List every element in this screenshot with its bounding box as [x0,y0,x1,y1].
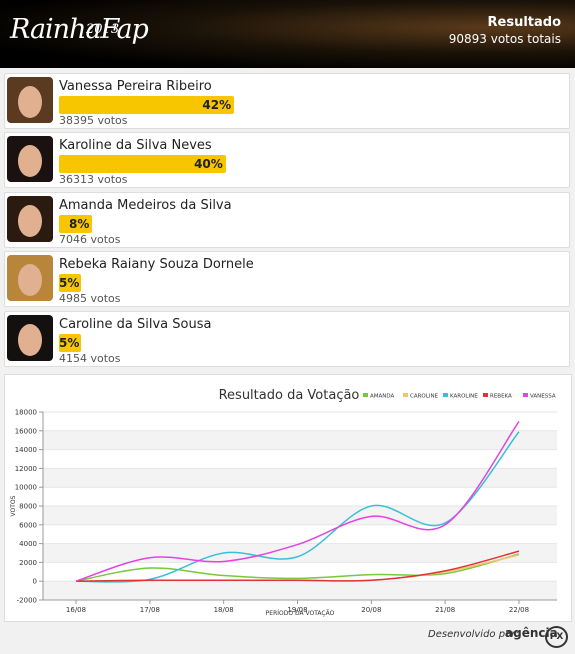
candidate-card: Caroline da Silva Sousa 5% 4154 votos [4,311,570,367]
photo [7,136,53,182]
candidate-card: Vanessa Pereira Ribeiro 42% 38395 votos [4,73,570,129]
y-tick-label: 6000 [19,521,37,529]
chart-card: Resultado da Votação -2000 0 2000 4000 6000 80… [4,374,572,622]
legend-label: VANESSA [530,394,556,400]
percent-bar: 42% [59,96,235,114]
y-tick-label: -2000 [17,597,37,605]
percent-bar: 5% [59,274,81,292]
photo [7,315,53,361]
candidate-name: Rebeka Raiany Souza Dornele [59,257,254,272]
legend-label: KAROLINE [450,394,478,400]
grid-band [43,581,557,600]
candidate-card: Karoline da Silva Neves 40% 36313 votos [4,132,570,188]
y-tick-label: 12000 [15,465,37,473]
x-tick-label: 18/08 [214,606,234,614]
photo-face [18,145,42,177]
x-tick-label: 16/08 [66,606,86,614]
y-tick-label: 0 [33,578,37,586]
legend-swatch [483,393,488,397]
candidate-name: Vanessa Pereira Ribeiro [59,79,212,94]
y-axis-label: VOTOS [10,495,17,516]
x-tick-label: 19/08 [287,606,307,614]
y-tick-label: 16000 [15,427,37,435]
header: RainhaFap 2013 Resultado 90893 votos tot… [0,0,575,68]
photo [7,255,53,301]
x-tick-label: 21/08 [435,606,455,614]
percent-bar: 5% [59,334,81,352]
percent-bar: 8% [59,215,93,233]
photo-face [18,324,42,356]
grid-band [43,430,557,450]
y-tick-label: 10000 [15,484,37,492]
x-tick-label: 20/08 [361,606,381,614]
series-line [75,550,520,582]
legend-label: AMANDA [370,394,395,400]
brand: agência [505,626,558,640]
chart: Resultado da Votação -2000 0 2000 4000 6000 80… [10,388,557,617]
legend-label: CAROLINE [410,394,439,400]
legend-swatch [523,393,528,397]
y-tick-label: 18000 [15,409,37,417]
logo: RainhaFap [10,14,149,45]
brand-mark: PX [545,626,568,648]
candidate-votes: 4985 votos [59,292,121,305]
grid-band [43,506,557,525]
x-tick-label: 22/08 [509,606,529,614]
candidate-votes: 38395 votos [59,114,128,127]
chart-title: Resultado da Votação [219,388,360,403]
photo [7,77,53,123]
candidate-votes: 36313 votos [59,173,128,186]
result-title: Resultado [487,15,562,30]
total-votes: 90893 votos totais [448,32,561,46]
legend-swatch [443,393,448,397]
credit: Desenvolvido por: [428,629,519,640]
candidate-votes: 4154 votos [59,352,121,365]
series-line [75,431,520,583]
candidate-name: Amanda Medeiros da Silva [59,198,232,213]
grid-band [43,543,557,563]
x-tick-label: 17/08 [140,606,160,614]
logo-year: 2013 [86,22,120,37]
legend-label: REBEKA [490,394,512,400]
legend-swatch [363,393,368,397]
legend-swatch [403,393,408,397]
y-tick-label: 2000 [19,559,37,567]
photo-face [18,86,42,118]
candidate-card: Rebeka Raiany Souza Dornele 5% 4985 votos [4,251,570,307]
y-tick-label: 4000 [19,540,37,548]
x-axis-label: PERÍODO DA VOTAÇÃO [266,610,335,617]
series-line [75,420,520,582]
candidate-name: Karoline da Silva Neves [59,138,212,153]
candidate-name: Caroline da Silva Sousa [59,317,212,332]
percent-bar: 40% [59,155,226,173]
y-tick-label: 8000 [19,503,37,511]
photo [7,196,53,242]
y-tick-label: 14000 [15,446,37,454]
candidate-votes: 7046 votos [59,233,121,246]
photo-face [18,205,42,237]
photo-face [18,264,42,296]
candidate-card: Amanda Medeiros da Silva 8% 7046 votos [4,192,570,248]
grid-band [43,468,557,488]
series-line [75,553,520,582]
